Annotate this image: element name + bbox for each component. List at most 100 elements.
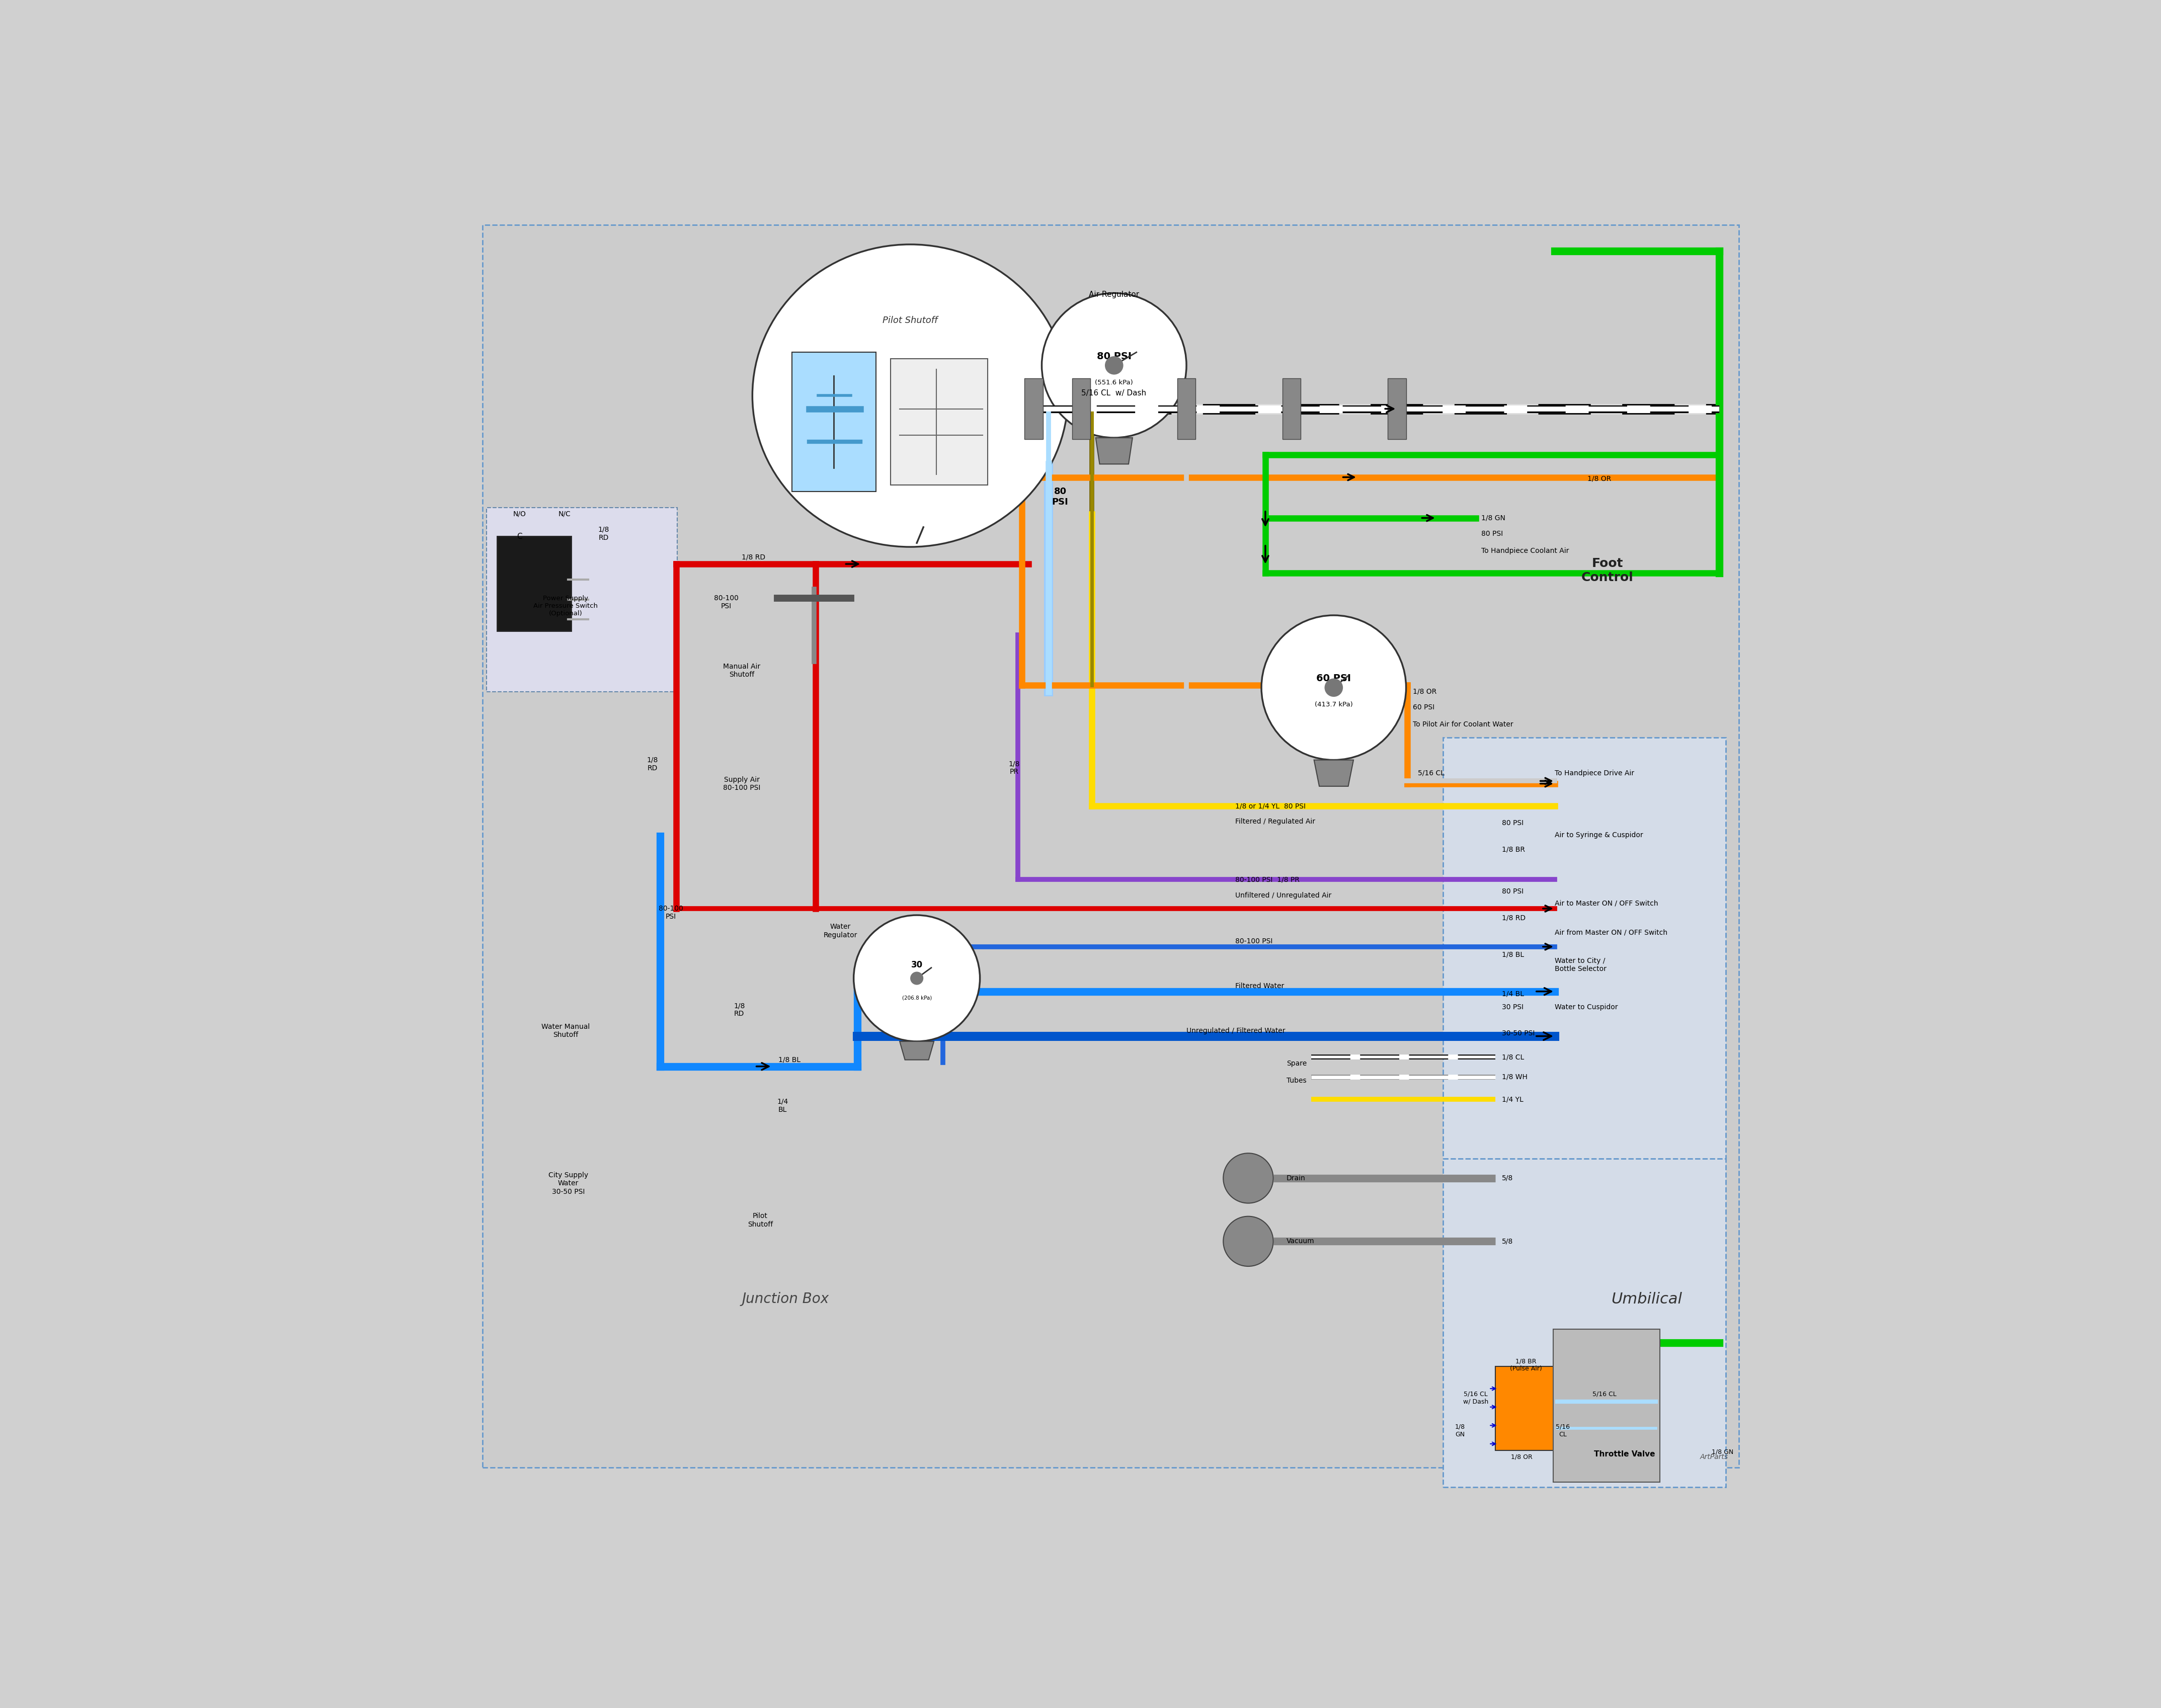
- Text: (206.8 kPa): (206.8 kPa): [901, 996, 931, 1001]
- Text: 80-100
PSI: 80-100 PSI: [659, 905, 683, 921]
- Circle shape: [854, 915, 979, 1042]
- Text: 1/8 RD: 1/8 RD: [741, 553, 765, 560]
- Text: Air from Master ON / OFF Switch: Air from Master ON / OFF Switch: [1554, 929, 1668, 936]
- Text: 5/16 CL: 5/16 CL: [1418, 770, 1444, 777]
- FancyBboxPatch shape: [1495, 1366, 1556, 1450]
- FancyBboxPatch shape: [791, 352, 875, 492]
- Text: PSI: PSI: [912, 977, 923, 984]
- Text: 1/8 RD: 1/8 RD: [1502, 914, 1526, 921]
- Text: 1/4 YL: 1/4 YL: [1502, 1097, 1524, 1103]
- Text: Filtered / Regulated Air: Filtered / Regulated Air: [1236, 818, 1316, 825]
- Text: 1/8 WH: 1/8 WH: [1502, 1073, 1528, 1081]
- Text: 1/8 OR: 1/8 OR: [1588, 475, 1612, 482]
- Text: 1/4 BL: 1/4 BL: [1502, 991, 1524, 997]
- Text: Umbilical: Umbilical: [1612, 1291, 1681, 1307]
- Text: N/O: N/O: [512, 511, 525, 518]
- Text: Pilot
Shutoff: Pilot Shutoff: [748, 1213, 774, 1228]
- Ellipse shape: [752, 244, 1068, 547]
- Text: 30-50 PSI: 30-50 PSI: [1502, 1030, 1534, 1037]
- Text: Junction Box: Junction Box: [741, 1293, 830, 1307]
- Text: To Handpiece Coolant Air: To Handpiece Coolant Air: [1480, 547, 1569, 555]
- Circle shape: [1262, 615, 1407, 760]
- Text: Water to City /
Bottle Selector: Water to City / Bottle Selector: [1554, 958, 1606, 974]
- Text: 1/8
PR: 1/8 PR: [1009, 760, 1020, 775]
- Text: 80-100
PSI: 80-100 PSI: [713, 594, 739, 610]
- Text: Tubes: Tubes: [1286, 1078, 1307, 1085]
- Text: Throttle Valve: Throttle Valve: [1595, 1450, 1655, 1459]
- Text: 1/8 OR: 1/8 OR: [1413, 688, 1437, 695]
- Polygon shape: [1096, 437, 1132, 465]
- Text: 1/8 BR: 1/8 BR: [1502, 845, 1526, 852]
- Text: Air to Master ON / OFF Switch: Air to Master ON / OFF Switch: [1554, 900, 1657, 907]
- FancyBboxPatch shape: [1444, 1158, 1727, 1488]
- Text: 80
PSI: 80 PSI: [1052, 487, 1068, 507]
- Text: 5/16 CL
w/ Dash: 5/16 CL w/ Dash: [1463, 1390, 1489, 1406]
- Text: 1/8 BL: 1/8 BL: [778, 1056, 800, 1064]
- Text: Pilot Shutoff: Pilot Shutoff: [882, 316, 938, 325]
- Polygon shape: [899, 1042, 934, 1059]
- Text: Unregulated / Filtered Water: Unregulated / Filtered Water: [1186, 1027, 1286, 1035]
- Circle shape: [1223, 1153, 1273, 1202]
- Text: 1/8 GN: 1/8 GN: [1712, 1448, 1733, 1455]
- Circle shape: [1325, 678, 1342, 697]
- Text: 1/8
RD: 1/8 RD: [599, 526, 609, 541]
- Text: Water
Regulator: Water Regulator: [823, 924, 858, 938]
- Text: 5/16 CL  w/ Dash: 5/16 CL w/ Dash: [1081, 389, 1145, 396]
- Circle shape: [1104, 357, 1124, 374]
- Text: C: C: [516, 533, 523, 540]
- Text: 1/4
BL: 1/4 BL: [778, 1098, 789, 1114]
- FancyBboxPatch shape: [497, 536, 571, 630]
- Text: 5/16 CL: 5/16 CL: [1593, 1390, 1616, 1397]
- Text: 80-100 PSI: 80-100 PSI: [1236, 938, 1273, 945]
- Bar: [1072, 379, 1091, 439]
- Bar: [1024, 379, 1044, 439]
- Circle shape: [1223, 1216, 1273, 1266]
- Text: Water Manual
Shutoff: Water Manual Shutoff: [542, 1023, 590, 1038]
- Text: (551.6 kPa): (551.6 kPa): [1096, 379, 1132, 386]
- Text: ArtParts: ArtParts: [1701, 1454, 1729, 1460]
- Text: (413.7 kPa): (413.7 kPa): [1314, 702, 1353, 709]
- FancyBboxPatch shape: [890, 359, 988, 485]
- Circle shape: [1042, 294, 1186, 437]
- Text: 30: 30: [912, 960, 923, 970]
- Polygon shape: [1314, 760, 1353, 786]
- Text: 60 PSI: 60 PSI: [1413, 704, 1435, 711]
- Text: 1/8 GN: 1/8 GN: [1480, 514, 1506, 521]
- Text: To Pilot Air for Coolant Water: To Pilot Air for Coolant Water: [1413, 721, 1513, 728]
- FancyBboxPatch shape: [1554, 1329, 1660, 1483]
- Text: 1/8 OR: 1/8 OR: [1511, 1454, 1532, 1460]
- Text: N/C: N/C: [558, 511, 571, 518]
- Text: 1/8 or 1/4 YL  80 PSI: 1/8 or 1/4 YL 80 PSI: [1236, 803, 1305, 810]
- Text: Manual Air
Shutoff: Manual Air Shutoff: [724, 663, 761, 678]
- Text: To Handpiece Drive Air: To Handpiece Drive Air: [1554, 770, 1634, 777]
- Text: 1/8
RD: 1/8 RD: [733, 1003, 746, 1018]
- Text: Air Regulator: Air Regulator: [1089, 290, 1139, 299]
- Text: Unfiltered / Unregulated Air: Unfiltered / Unregulated Air: [1236, 892, 1331, 898]
- FancyBboxPatch shape: [486, 507, 676, 692]
- Text: 80-100 PSI  1/8 PR: 80-100 PSI 1/8 PR: [1236, 876, 1299, 883]
- FancyBboxPatch shape: [482, 225, 1740, 1467]
- Text: Air to Syringe & Cuspidor: Air to Syringe & Cuspidor: [1554, 832, 1642, 839]
- Text: 5/8: 5/8: [1502, 1175, 1513, 1182]
- Text: 30 PSI: 30 PSI: [1502, 1004, 1524, 1011]
- Text: 80 PSI: 80 PSI: [1502, 820, 1524, 827]
- Text: Drain: Drain: [1286, 1175, 1305, 1182]
- Text: Filtered Water: Filtered Water: [1236, 982, 1284, 989]
- Text: Water to Cuspidor: Water to Cuspidor: [1554, 1004, 1619, 1011]
- Text: Vacuum: Vacuum: [1286, 1238, 1314, 1245]
- Text: Spare: Spare: [1286, 1061, 1307, 1068]
- Text: 5/16
CL: 5/16 CL: [1556, 1424, 1569, 1438]
- Circle shape: [910, 972, 923, 986]
- Text: 5/8: 5/8: [1502, 1238, 1513, 1245]
- Bar: [1387, 379, 1407, 439]
- Text: 1/8
GN: 1/8 GN: [1454, 1424, 1465, 1438]
- Text: 1/8 CL: 1/8 CL: [1502, 1054, 1524, 1061]
- Text: City Supply
Water
30-50 PSI: City Supply Water 30-50 PSI: [549, 1172, 588, 1196]
- Text: 1/8
RD: 1/8 RD: [646, 757, 659, 772]
- Text: 60 PSI: 60 PSI: [1316, 673, 1351, 683]
- Text: Foot
Control: Foot Control: [1582, 557, 1634, 584]
- Text: 80 PSI: 80 PSI: [1098, 352, 1132, 360]
- Text: 80 PSI: 80 PSI: [1480, 529, 1502, 538]
- FancyBboxPatch shape: [1444, 738, 1727, 1158]
- Text: Supply Air
80-100 PSI: Supply Air 80-100 PSI: [724, 775, 761, 791]
